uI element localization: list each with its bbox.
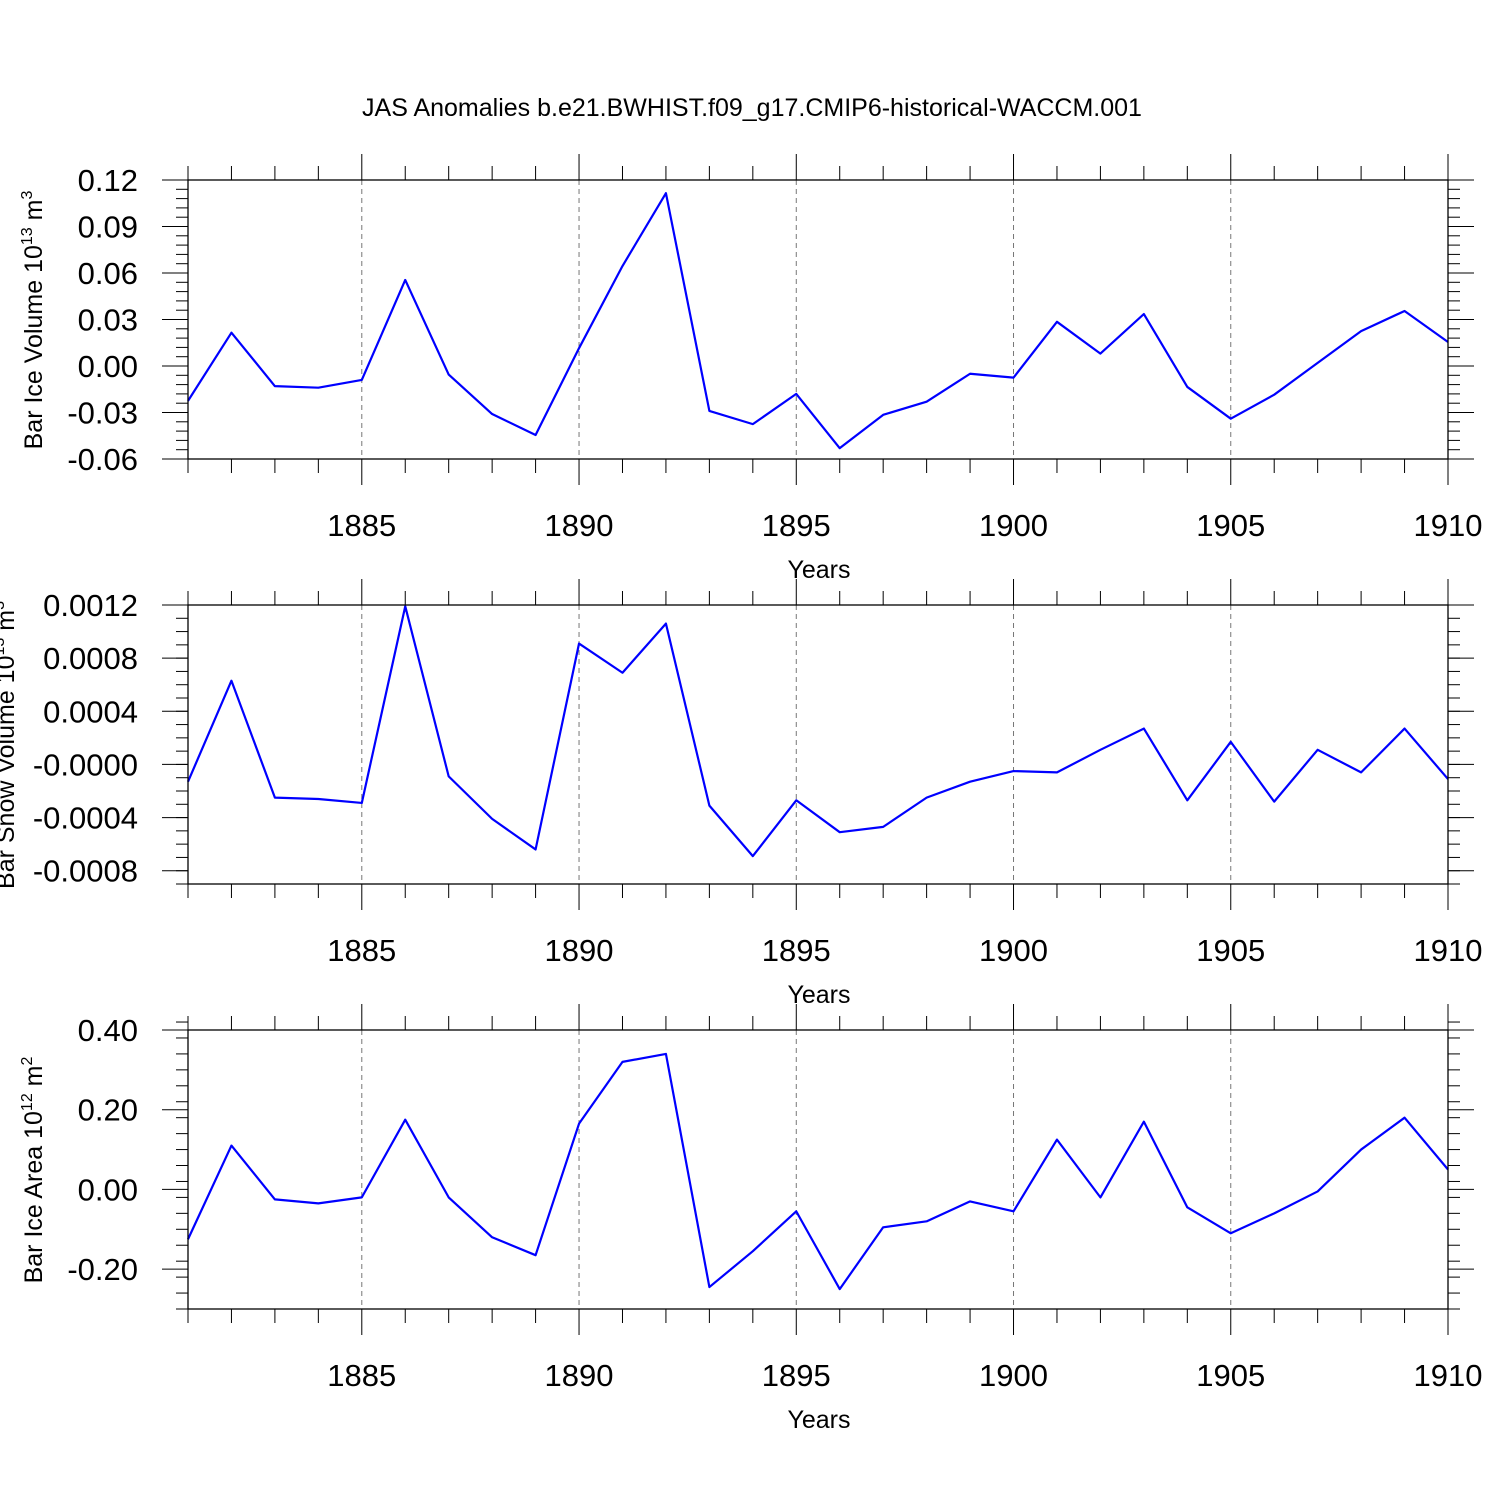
x-axis-label: Years [787,981,850,1009]
panel-2: -0.0008 -0.0004 -0.0000 0.0004 0.0008 0.0012 1… [0,579,1482,1009]
x-tick-label: 1895 [762,508,831,543]
x-tick-label: 1900 [979,508,1048,543]
x-tick-label: 1905 [1196,1358,1265,1393]
panel-3: -0.20 0.00 0.20 0.40 1885 1890 1895 1900 1905 191… [19,1004,1482,1434]
x-tick-label: 1910 [1414,508,1483,543]
panel-1: -0.06 -0.03 0.00 0.03 0.06 0.09 0.12 1885 1890 18… [19,154,1482,584]
x-tick-label: 1890 [545,508,614,543]
x-tick-label: 1890 [545,1358,614,1393]
x-tick-label: 1905 [1196,933,1265,968]
x-tick-label: 1910 [1414,1358,1483,1393]
x-tick-label: 1885 [327,508,396,543]
x-tick-label: 1890 [545,933,614,968]
y-tick-label: -0.20 [67,1252,138,1287]
y-tick-label: -0.0000 [33,747,138,782]
y-axis-label-text: m [0,610,20,638]
y-axis-label-text: m [20,200,48,228]
x-tick-label: 1900 [979,1358,1048,1393]
series-line [186,605,1449,858]
y-tick-label: -0.06 [67,442,138,477]
y-axis-label-text: Bar Snow Volume 10 [0,656,20,889]
y-tick-label: 0.09 [78,210,138,245]
x-axis-label: Years [787,1406,850,1434]
x-tick-label: 1895 [762,1358,831,1393]
y-axis-label: Bar Ice Volume 1013 m3 [19,191,48,450]
y-axis-label-exponent: 12 [19,1093,36,1111]
x-tick-label: 1910 [1414,933,1483,968]
y-tick-label: -0.03 [67,396,138,431]
y-tick-label: 0.06 [78,256,138,291]
x-tick-label: 1885 [327,933,396,968]
y-axis-label-text: m [20,1066,48,1094]
y-axis-label-exponent: 13 [0,638,8,656]
y-axis-label-exponent: 13 [19,227,36,245]
series-line [187,1052,1449,1291]
y-axis-label-exponent: 3 [19,191,36,200]
y-axis-label: Bar Ice Area 1012 m2 [19,1057,48,1284]
y-tick-label: 0.0012 [43,588,138,623]
y-tick-label: 0.0008 [43,641,138,676]
y-tick-label: 0.03 [78,303,138,338]
y-axis-label-exponent: 3 [0,601,8,610]
chart-title: JAS Anomalies b.e21.BWHIST.f09_g17.CMIP6… [362,94,1142,122]
x-axis-label: Years [787,556,850,584]
y-tick-label: 0.0004 [43,694,138,729]
panels: -0.06 -0.03 0.00 0.03 0.06 0.09 0.12 1885 1890 18… [0,154,1482,1434]
plot-frame [187,604,1449,885]
x-tick-label: 1905 [1196,508,1265,543]
y-tick-label: 0.20 [78,1093,138,1128]
y-axis-label-text: Bar Ice Area 10 [20,1111,48,1283]
y-tick-label: 0.40 [78,1013,138,1048]
x-tick-label: 1885 [327,1358,396,1393]
y-tick-label: 0.00 [78,1172,138,1207]
plot-frame [187,1029,1449,1310]
y-axis-label: Bar Snow Volume 1013 m3 [0,601,20,889]
y-tick-label: 0.00 [78,349,138,384]
y-axis-label-exponent: 2 [19,1057,36,1066]
x-tick-label: 1895 [762,933,831,968]
y-tick-label: -0.0004 [33,801,138,836]
y-tick-label: 0.12 [78,163,138,198]
series-line [187,192,1449,450]
plot-frame [187,179,1449,460]
y-tick-label: -0.0008 [33,854,138,889]
x-tick-label: 1900 [979,933,1048,968]
y-axis-label-text: Bar Ice Volume 10 [20,245,48,449]
